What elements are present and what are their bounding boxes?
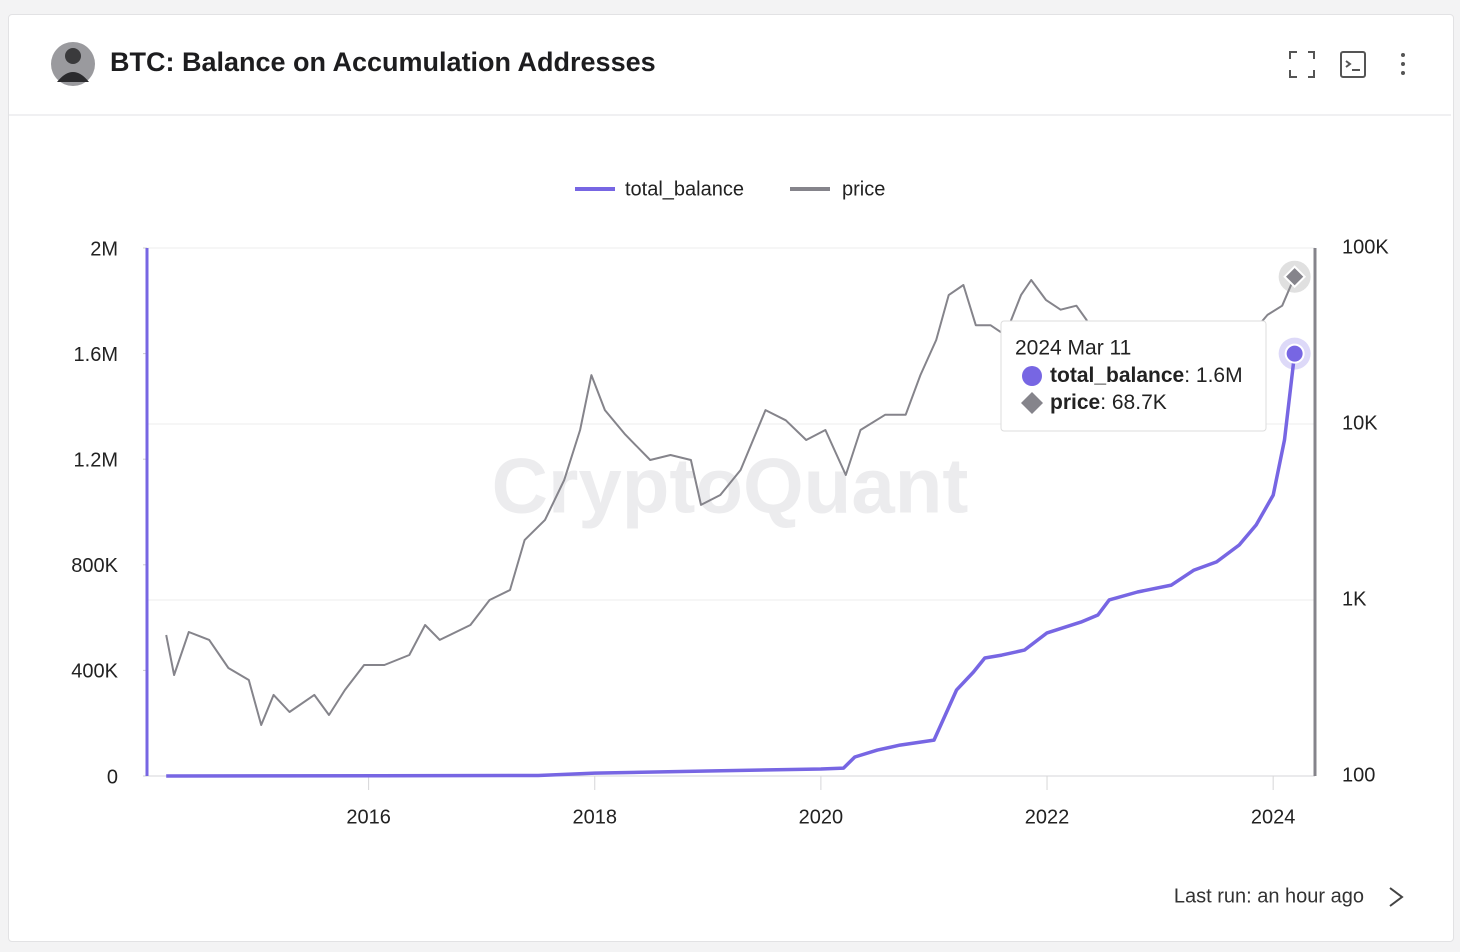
tooltip-name: price	[1050, 391, 1100, 414]
series-line	[166, 353, 1297, 778]
watermark: CryptoQuant	[492, 442, 969, 530]
tooltip-swatch	[1022, 366, 1042, 386]
y2-tick-label: 10K	[1342, 412, 1378, 434]
console-icon[interactable]	[1340, 51, 1366, 78]
y-tick-label: 800K	[71, 555, 118, 577]
tooltip: 2024 Mar 11 total_balance: 1.6M price: 68.…	[1000, 320, 1267, 432]
y2-tick-label: 100	[1342, 764, 1375, 786]
tooltip-box	[1000, 320, 1267, 432]
x-tick-label: 2020	[799, 806, 844, 828]
y-tick-label: 1.2M	[74, 449, 118, 471]
y2-tick-label: 1K	[1342, 588, 1367, 610]
x-tick-label: 2018	[573, 806, 618, 828]
avatar-body	[57, 72, 89, 82]
hover-point	[1284, 343, 1305, 364]
tooltip-value: 1.6M	[1196, 364, 1243, 387]
run-icon[interactable]	[1389, 887, 1404, 907]
avatar-head	[65, 48, 81, 64]
y-tick-label: 1.6M	[74, 344, 118, 366]
legend-label: total_balance	[625, 178, 744, 200]
tooltip-row: price: 68.7K	[1050, 391, 1167, 414]
tooltip-sep: :	[1184, 364, 1196, 387]
tooltip-row: total_balance: 1.6M	[1050, 364, 1243, 387]
tooltip-value: 68.7K	[1112, 391, 1167, 414]
series-line	[165, 276, 1296, 726]
hover-point	[1283, 265, 1307, 289]
y-tick-label: 2M	[90, 238, 118, 260]
menu-icon[interactable]	[1401, 53, 1405, 75]
y-tick-label: 400K	[71, 661, 118, 683]
x-tick-label: 2024	[1251, 806, 1296, 828]
tooltip-name: total_balance	[1050, 364, 1184, 387]
x-tick-label: 2016	[346, 806, 391, 828]
tooltip-date: 2024 Mar 11	[1015, 337, 1131, 360]
tooltip-swatch	[1021, 392, 1043, 414]
chart-title: BTC: Balance on Accumulation Addresses	[110, 47, 656, 77]
y2-tick-label: 100K	[1342, 236, 1389, 258]
y-tick-label: 0	[107, 766, 118, 788]
legend-label: price	[842, 178, 885, 200]
fullscreen-icon[interactable]	[1289, 51, 1315, 78]
last-run: Last run: an hour ago	[1174, 885, 1364, 907]
x-tick-label: 2022	[1025, 806, 1070, 828]
tooltip-sep: :	[1100, 391, 1112, 414]
card	[8, 14, 1454, 942]
